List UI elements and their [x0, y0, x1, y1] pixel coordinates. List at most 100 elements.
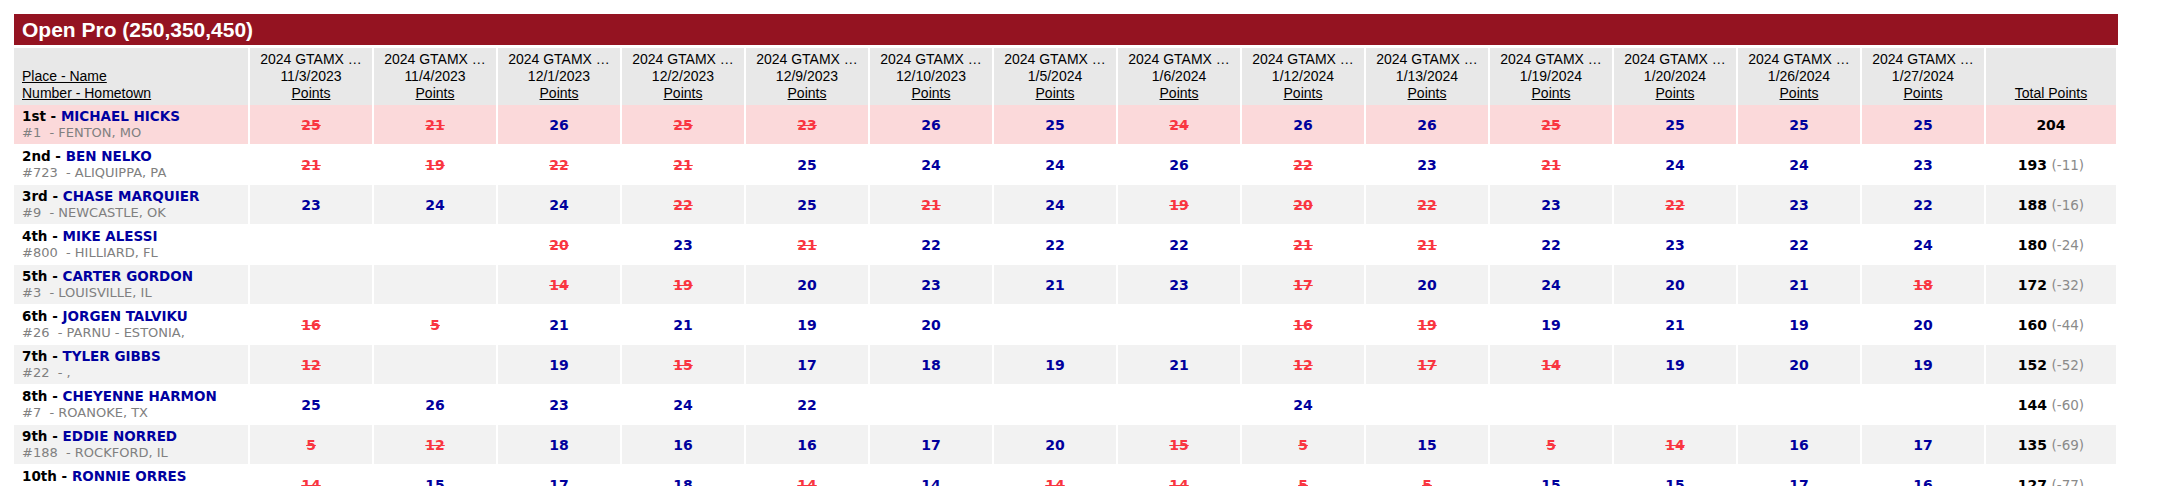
standings-table: Place - NameNumber - Hometown 2024 GTAMX …: [14, 48, 2118, 486]
total-cell: 135 (-69): [1986, 425, 2118, 465]
points-value: 23: [1417, 157, 1436, 173]
event-points-link[interactable]: Points: [1532, 85, 1571, 102]
points-value: 22: [549, 157, 568, 173]
event-date-label: 1/13/2024: [1368, 68, 1486, 85]
standings-section: Open Pro (250,350,450) Place - NameNumbe…: [0, 0, 2118, 486]
points-cell: 19: [1614, 345, 1738, 385]
points-value: 21: [921, 197, 940, 213]
event-points-link[interactable]: Points: [1904, 85, 1943, 102]
points-cell: 17: [1862, 425, 1986, 465]
points-value: 23: [301, 197, 320, 213]
event-series-label: 2024 GTAMX …: [500, 51, 618, 68]
place-name-separator: -: [47, 308, 62, 324]
event-points-link[interactable]: Points: [292, 85, 331, 102]
rider-name-link[interactable]: RONNIE ORRES: [72, 468, 187, 484]
rider-row: 9th - EDDIE NORRED#188 - ROCKFORD, IL512…: [14, 425, 2118, 465]
points-cell: 15: [374, 465, 498, 486]
event-points-link[interactable]: Points: [1036, 85, 1075, 102]
event-points-link[interactable]: Points: [788, 85, 827, 102]
rider-cell: 6th - JORGEN TALVIKU#26 - PARNU - ESTONI…: [14, 305, 250, 345]
place-name-separator: -: [47, 348, 62, 364]
event-points-link[interactable]: Points: [1284, 85, 1323, 102]
points-value: 26: [1169, 157, 1188, 173]
event-points-link[interactable]: Points: [664, 85, 703, 102]
points-value: 17: [549, 477, 568, 486]
place-name-header-line: Place - Name: [22, 68, 246, 85]
event-points-link[interactable]: Points: [1656, 85, 1695, 102]
rider-number: #723: [22, 165, 58, 180]
points-cell: 23: [1118, 265, 1242, 305]
points-cell: 23: [1614, 225, 1738, 265]
points-value: 14: [1665, 437, 1684, 453]
event-series-label: 2024 GTAMX …: [1120, 51, 1238, 68]
points-value: 14: [1045, 477, 1064, 486]
points-cell: 23: [498, 385, 622, 425]
event-points-link[interactable]: Points: [540, 85, 579, 102]
points-cell: 21: [374, 105, 498, 145]
points-cell: 5: [250, 425, 374, 465]
rider-name-link[interactable]: MICHAEL HICKS: [61, 108, 180, 124]
rider-row: 10th - RONNIE ORRES#18 - FORT DODGE, IA1…: [14, 465, 2118, 486]
points-cell: 22: [1242, 145, 1366, 185]
event-points-link[interactable]: Points: [1408, 85, 1447, 102]
rider-row: 1st - MICHAEL HICKS#1 - FENTON, MO252126…: [14, 105, 2118, 145]
sort-place-name-link[interactable]: Place - Name: [22, 68, 107, 85]
rider-title-line: 3rd - CHASE MARQUIER: [22, 188, 247, 205]
rider-name-link[interactable]: BEN NELKO: [66, 148, 152, 164]
total-points-value: 144: [2018, 397, 2047, 413]
event-series-label: 2024 GTAMX …: [1864, 51, 1982, 68]
event-points-link[interactable]: Points: [1160, 85, 1199, 102]
event-series-label: 2024 GTAMX …: [1368, 51, 1486, 68]
points-value: 5: [1298, 477, 1308, 486]
points-cell: 24: [994, 145, 1118, 185]
points-cell: 24: [1614, 145, 1738, 185]
event-column-header: 2024 GTAMX …11/3/2023Points: [250, 48, 374, 105]
points-value: 19: [1045, 357, 1064, 373]
points-cell: 24: [870, 145, 994, 185]
points-cell: 15: [1366, 425, 1490, 465]
points-cell: 14: [250, 465, 374, 486]
points-cell: 20: [1862, 305, 1986, 345]
points-cell: 22: [746, 385, 870, 425]
rider-name-link[interactable]: EDDIE NORRED: [62, 428, 177, 444]
points-cell: 25: [250, 105, 374, 145]
points-value: 17: [1417, 357, 1436, 373]
rider-number: #22: [22, 365, 49, 380]
rider-title-line: 7th - TYLER GIBBS: [22, 348, 247, 365]
points-cell: 23: [746, 105, 870, 145]
rider-title-line: 9th - EDDIE NORRED: [22, 428, 247, 445]
number-hometown-separator: -: [41, 205, 58, 220]
total-points-link[interactable]: Total Points: [2015, 85, 2087, 102]
event-points-link[interactable]: Points: [1780, 85, 1819, 102]
rider-cell: 1st - MICHAEL HICKS#1 - FENTON, MO: [14, 105, 250, 145]
rider-name-link[interactable]: CHASE MARQUIER: [63, 188, 200, 204]
points-value: 15: [1665, 477, 1684, 486]
points-cell: 20: [1738, 345, 1862, 385]
rider-name-link[interactable]: CHEYENNE HARMON: [62, 388, 216, 404]
points-cell: 12: [374, 425, 498, 465]
event-column-header: 2024 GTAMX …12/1/2023Points: [498, 48, 622, 105]
rider-number: #3: [22, 285, 41, 300]
rider-name-link[interactable]: CARTER GORDON: [62, 268, 193, 284]
event-date-label: 12/10/2023: [872, 68, 990, 85]
sort-number-hometown-link[interactable]: Number - Hometown: [22, 85, 151, 102]
event-points-link[interactable]: Points: [912, 85, 951, 102]
rider-name-link[interactable]: TYLER GIBBS: [62, 348, 160, 364]
points-value: 16: [1913, 477, 1932, 486]
points-cell: 16: [622, 425, 746, 465]
event-column-header: 2024 GTAMX …1/12/2024Points: [1242, 48, 1366, 105]
points-deficit: (-77): [2052, 477, 2085, 486]
points-cell: [250, 225, 374, 265]
event-column-header: 2024 GTAMX …1/19/2024Points: [1490, 48, 1614, 105]
points-value: 12: [425, 437, 444, 453]
points-value: 24: [1541, 277, 1560, 293]
total-points-value: 152: [2018, 357, 2047, 373]
total-cell: 180 (-24): [1986, 225, 2118, 265]
points-cell: 26: [1118, 145, 1242, 185]
points-cell: 15: [1490, 465, 1614, 486]
rider-name-link[interactable]: MIKE ALESSI: [62, 228, 157, 244]
rider-name-link[interactable]: JORGEN TALVIKU: [62, 308, 187, 324]
event-points-link[interactable]: Points: [416, 85, 455, 102]
event-date-label: 1/6/2024: [1120, 68, 1238, 85]
total-cell: 127 (-77): [1986, 465, 2118, 486]
